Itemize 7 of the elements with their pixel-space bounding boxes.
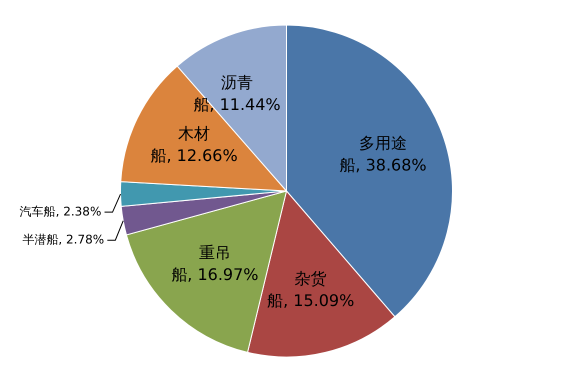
slice-label: 重吊船, 16.97% bbox=[171, 243, 258, 284]
slice-label: 多用途船, 38.68% bbox=[339, 133, 427, 174]
slice-label: 汽车船, 2.38% bbox=[20, 204, 102, 218]
slice-label: 杂货船, 15.09% bbox=[267, 269, 354, 310]
slice-label: 沥青船, 11.44% bbox=[193, 72, 281, 114]
slice-label: 木材船, 12.66% bbox=[150, 124, 238, 165]
slice-label: 半潜船, 2.78% bbox=[22, 232, 104, 246]
